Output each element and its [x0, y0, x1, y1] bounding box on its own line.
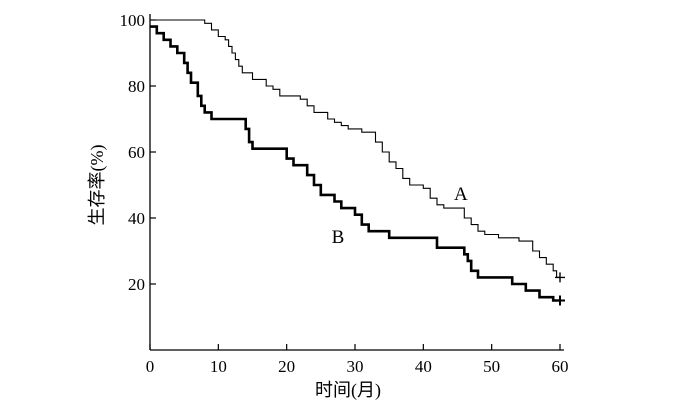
y-tick-label-100: 100 [120, 11, 146, 30]
series-B-line [150, 25, 560, 302]
x-axis-label: 时间(月) [315, 380, 381, 401]
series-label-B: B [332, 227, 345, 248]
x-tick-label-10: 10 [210, 357, 227, 376]
labels-layer: 时间(月) 生存率(%) [87, 145, 381, 401]
axes: 0 10 20 30 40 50 60 20 40 60 80 100 [120, 11, 569, 376]
series-label-A: A [454, 184, 468, 205]
x-tick-label-20: 20 [278, 357, 295, 376]
y-tick-label-80: 80 [128, 77, 145, 96]
y-tick-label-60: 60 [128, 143, 145, 162]
x-tick-label-0: 0 [146, 357, 155, 376]
y-tick-label-20: 20 [128, 275, 145, 294]
series-B-censor-mark [555, 295, 565, 306]
series-layer: AB [150, 19, 565, 306]
x-tick-label-50: 50 [483, 357, 500, 376]
series-A-censor-mark [555, 272, 565, 283]
x-tick-label-60: 60 [552, 357, 569, 376]
y-tick-label-40: 40 [128, 209, 145, 228]
y-axis-label: 生存率(%) [87, 145, 108, 226]
x-tick-label-30: 30 [347, 357, 364, 376]
x-tick-label-40: 40 [415, 357, 432, 376]
series-A-line [150, 19, 560, 278]
